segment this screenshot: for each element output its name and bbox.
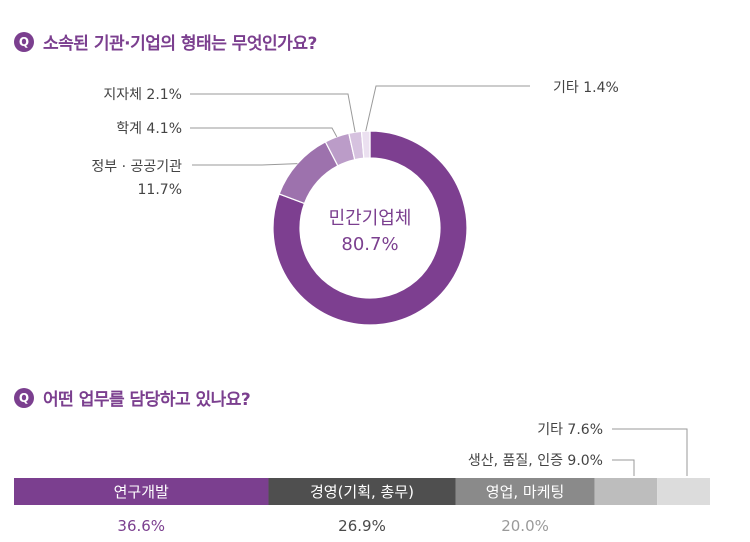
bar-segment-name-0: 연구개발 [114, 483, 169, 501]
bar-segment-4 [657, 478, 710, 505]
bar-segment-0 [14, 478, 269, 505]
question-1-text: 소속된 기관·기업의 형태는 무엇인가요? [43, 34, 317, 54]
q-badge-icon: Q [14, 31, 34, 52]
question-1: Q 소속된 기관·기업의 형태는 무엇인가요? [14, 29, 317, 54]
bar-segment-name-2: 영업, 마케팅 [486, 483, 565, 501]
q-badge-icon: Q [14, 387, 34, 408]
donut-slice-4 [360, 130, 371, 159]
donut-slice-1 [278, 141, 339, 205]
donut-slice-0 [272, 130, 468, 326]
bar-segment-2 [455, 478, 595, 505]
slice-label-2: 학계 4.1% [116, 121, 182, 137]
question-2-text: 어떤 업무를 담당하고 있나요? [43, 390, 251, 410]
leader-line-3 [190, 93, 356, 133]
leader-line-4 [365, 85, 530, 132]
question-2: Q 어떤 업무를 담당하고 있나요? [14, 385, 251, 410]
bar-segment-name-1: 경영(기획, 총무) [310, 483, 414, 501]
bar-segment-value-1: 26.9% [338, 517, 386, 535]
donut-center-name: 민간기업체 [329, 208, 412, 229]
stacked-bar-chart: 연구개발 36.6% 경영(기획, 총무) 26.9% 영업, 마케팅 20.0% 생산, … [14, 422, 710, 535]
bar-leader-line-3 [612, 459, 635, 476]
bar-segment-3 [594, 478, 658, 505]
slice-label-4: 기타 1.4% [553, 80, 619, 96]
bar-callout-4: 기타 7.6% [537, 422, 603, 438]
bar-segment-value-0: 36.6% [117, 517, 165, 535]
slice-label-name-1: 정부 · 공공기관 [91, 159, 182, 175]
bar-leader-line-4 [612, 428, 688, 476]
slice-label-3: 지자체 2.1% [103, 87, 182, 103]
donut-chart: 민간기업체 80.7% 정부 · 공공기관 11.7% 학계 4.1% 지자체 2.1% 기… [91, 80, 619, 326]
slice-label-value-1: 11.7% [138, 182, 182, 198]
donut-center-value: 80.7% [341, 234, 398, 255]
bar-segment-1 [268, 478, 456, 505]
bar-segment-value-2: 20.0% [501, 517, 549, 535]
leader-line-2 [190, 127, 338, 138]
leader-line-1 [192, 163, 298, 166]
bar-callout-3: 생산, 품질, 인증 9.0% [468, 453, 603, 469]
